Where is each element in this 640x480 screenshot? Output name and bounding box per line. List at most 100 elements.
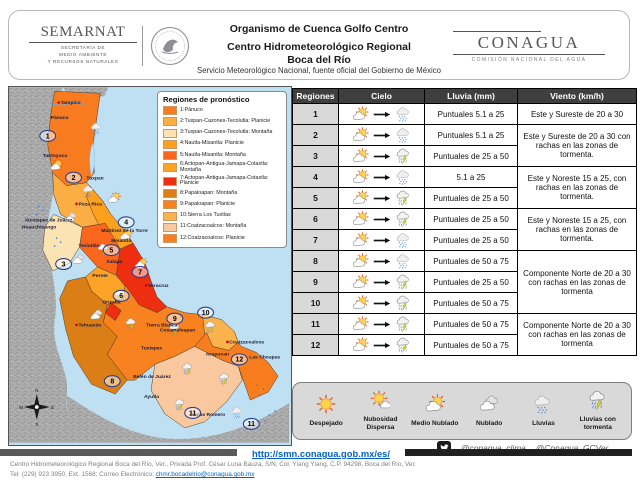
forecast-row-2: 2 Puntuales 5.1 a 25 Este y Sureste de 20 … xyxy=(292,124,637,167)
map-legend-item: 5:Nautla-Misantla: Montaña xyxy=(163,150,282,160)
region-number-cell: 6 xyxy=(292,208,339,230)
icon-legend-item: Lluvias con tormenta xyxy=(572,390,624,431)
medio-nublado-icon xyxy=(352,337,369,353)
region-marker-number: 10 xyxy=(202,310,210,317)
city-label: Tuxpan xyxy=(86,176,103,182)
smn-tagline: Servicio Meteorológico Nacional, fuente … xyxy=(197,66,441,75)
rio-panuco xyxy=(48,102,85,106)
region-number-cell: 1 xyxy=(292,103,339,125)
region-marker-ellipse xyxy=(103,375,121,388)
arrow-right-icon xyxy=(373,132,391,139)
lluvia-cell: Puntuales de 50 a 75 xyxy=(424,313,518,335)
map-legend: Regiones de pronóstico 1:Pánuco 2:Tuxpan-… xyxy=(157,91,287,248)
region-marker-number: 12 xyxy=(235,357,243,364)
org-title: Organismo de Cuenca Golfo Centro xyxy=(229,23,409,35)
tormenta-icon xyxy=(395,211,412,227)
tormenta-icon xyxy=(395,190,412,206)
viento-cell: Componente Norte de 20 a 30 con rachas e… xyxy=(517,313,637,356)
region-number-cell: 9 xyxy=(292,271,339,293)
lluvia-cell: Puntuales de 50 a 75 xyxy=(424,292,518,314)
mexico-seal-icon xyxy=(150,26,190,66)
region-marker-ellipse xyxy=(112,289,130,302)
footer-email-link[interactable]: chmr.bocadelrio@conagua.gob.mx xyxy=(155,471,255,479)
region-marker-ellipse xyxy=(184,406,202,419)
legend-label: 6:Actopan-Antigua-Jamapa-Cotaxtla: Monta… xyxy=(180,161,269,173)
icon-legend-item: Lluvias xyxy=(517,394,569,428)
svg-text:E: E xyxy=(51,405,54,410)
region-number-cell: 11 xyxy=(292,313,339,335)
medio-nublado-icon xyxy=(352,127,369,143)
arrow-right-icon xyxy=(373,279,391,286)
legend-color-swatch xyxy=(163,163,177,173)
city-label: Belén de Juárez xyxy=(133,374,171,380)
icon-legend-label: Medio Nublado xyxy=(411,420,459,428)
semarnat-logo: SEMARNAT SECRETARÍA DE MEDIO AMBIENTE Y … xyxy=(29,24,137,66)
legend-label: 11:Coatzacoalcos: Montaña xyxy=(180,223,247,230)
legend-label: 7:Actopan-Antigua-Jamapa-Cotaxtla: Plani… xyxy=(180,174,269,187)
footer-contact: Centro Hidrometeorológico Regional Boca … xyxy=(10,460,416,480)
sky-cell xyxy=(338,229,425,251)
arrow-right-icon xyxy=(373,174,391,181)
col-header-regiones: Regiones xyxy=(292,88,339,104)
arrow-right-icon xyxy=(373,321,391,328)
lluvia-cell: Puntuales de 25 a 50 xyxy=(424,187,518,209)
icon-legend-item: Medio Nublado xyxy=(409,394,461,428)
region-marker-ellipse xyxy=(65,171,83,184)
city-label: Acayucan xyxy=(206,351,229,357)
legend-color-swatch xyxy=(163,150,177,160)
city-label: Tehuacán xyxy=(79,323,102,329)
map-legend-item: 11:Coatzacoalcos: Montaña xyxy=(163,222,282,232)
legend-label: 4:Nautla-Misantla: Planicie xyxy=(180,140,244,147)
tormenta-icon xyxy=(395,337,412,353)
region-marker-ellipse xyxy=(117,216,135,229)
legend-label: 8:Papaloapan: Montaña xyxy=(180,189,238,196)
legend-label: 3:Tuxpan-Cazones-Tecolutla: Montaña xyxy=(180,129,273,136)
legend-label: 12:Coatzacoalcos: Planicie xyxy=(180,234,245,241)
city-label: Ayutla xyxy=(144,394,159,400)
region-number-cell: 2 xyxy=(292,124,339,146)
region-marker-number: 11 xyxy=(248,421,255,428)
medio-nublado-icon xyxy=(352,190,369,206)
forecast-row-11: 11 Puntuales de 50 a 75 Componente Norte d… xyxy=(292,313,637,356)
city-label: Misantla xyxy=(111,238,131,244)
header-box: SEMARNAT SECRETARÍA DE MEDIO AMBIENTE Y … xyxy=(8,10,630,80)
smn-url-link[interactable]: http://smn.conagua.gob.mx/es/ xyxy=(251,448,391,459)
region-marker-number: 8 xyxy=(110,379,114,386)
terrain-south xyxy=(66,395,289,443)
forecast-row-8: 8 Puntuales de 50 a 75 Componente Norte de… xyxy=(292,250,637,314)
svg-text:S: S xyxy=(35,422,38,427)
divider-bar-left xyxy=(0,449,237,456)
tormenta-icon xyxy=(587,390,609,410)
city-dot xyxy=(57,101,60,104)
lluvias-icon xyxy=(395,169,412,185)
legend-label: 1:Pánuco xyxy=(180,106,203,113)
forecast-row-5: 5 Puntuales de 25 a 50 xyxy=(292,187,637,209)
arrow-right-icon xyxy=(373,111,391,118)
city-label: Martínez de la Torre xyxy=(101,228,148,234)
twitter-handle-clima[interactable]: @conagua_clima xyxy=(461,443,526,453)
rain-speckles xyxy=(36,205,276,422)
legend-color-swatch xyxy=(163,128,177,138)
region-marker-number: 4 xyxy=(124,220,128,227)
city-dot xyxy=(75,323,78,327)
arrow-right-icon xyxy=(373,216,391,223)
region-marker-ellipse xyxy=(230,353,248,366)
conagua-subtitle: COMISIÓN NACIONAL DEL AGUA xyxy=(471,57,587,63)
legend-color-swatch xyxy=(163,176,177,186)
forecast-row-4: 4 5.1 a 25 Este y Noreste 15 a 25, con rac… xyxy=(292,166,637,209)
forecast-row-6: 6 Puntuales de 25 a 50 Este y Noreste 15 a… xyxy=(292,208,637,251)
divider-bar-right xyxy=(405,449,632,456)
medio-nublado-icon xyxy=(424,394,446,414)
sky-cell xyxy=(338,271,425,293)
map-canvas: N S E W Tampico Pánuco Tantoyuca Tuxpan Poza… xyxy=(9,87,289,443)
forecast-table: Regiones Cielo Lluvia (mm) Viento (km/h)… xyxy=(292,88,637,356)
region-marker-ellipse xyxy=(102,244,120,257)
arrow-right-icon xyxy=(373,237,391,244)
icon-legend-item: Nublado xyxy=(463,394,515,428)
twitter-handle-gcver[interactable]: @Conagua_GCVer xyxy=(535,443,609,453)
map-region-11 xyxy=(150,346,243,429)
forecast-row-9: 9 Puntuales de 25 a 50 xyxy=(292,271,637,293)
map-legend-item: 4:Nautla-Misantla: Planicie xyxy=(163,139,282,149)
city-label: Xicotepec de Juárez xyxy=(25,217,73,223)
tormenta-icon xyxy=(395,316,412,332)
